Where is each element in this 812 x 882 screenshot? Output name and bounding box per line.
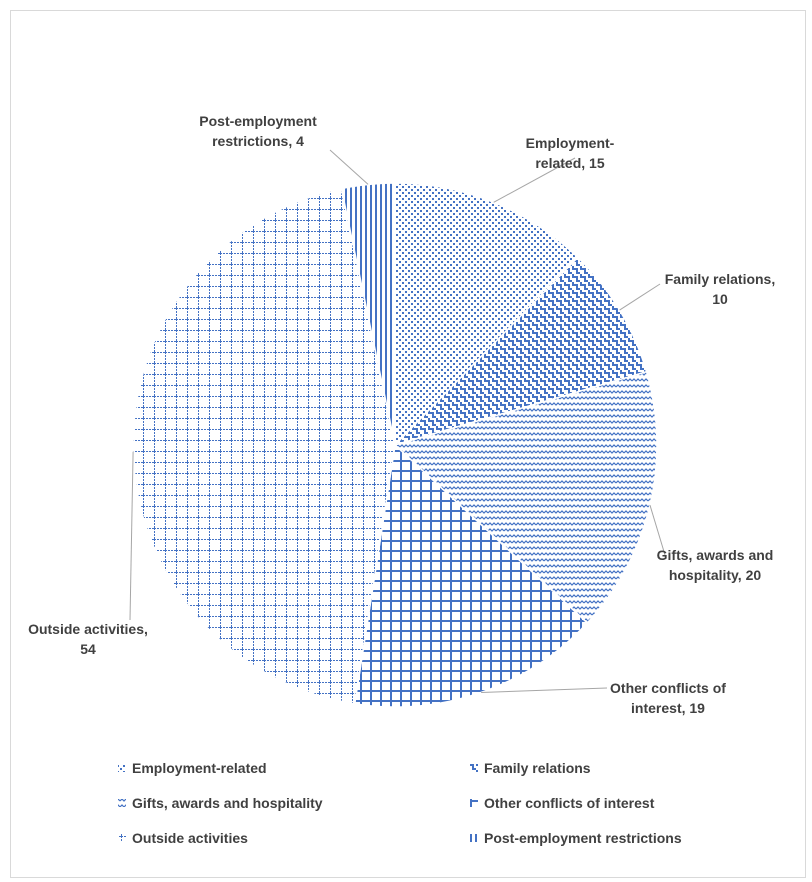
leader-line-family-relations — [619, 283, 661, 311]
chart-frame — [10, 10, 806, 878]
leader-line-post-employment-restrictions — [329, 149, 369, 185]
leader-lines — [129, 149, 666, 693]
pie-slice-other-conflicts-of-interest — [353, 443, 589, 708]
leader-line-employment-related — [493, 157, 576, 203]
data-labels: Employment-related, 15 Family relations, 1… — [28, 113, 775, 716]
legend-label-family-relations: Family relations — [484, 760, 591, 776]
legend-label-post-employment-restrictions: Post-employment restrictions — [484, 830, 682, 846]
legend-swatch-post-employment-restrictions — [470, 834, 478, 842]
legend-swatch-employment-related — [118, 764, 126, 772]
leader-line-outside-activities — [129, 451, 134, 621]
leader-line-other-conflicts-of-interest — [481, 687, 608, 693]
legend-label-employment-related: Employment-related — [132, 760, 267, 776]
pie-slices — [132, 182, 658, 708]
legend: Employment-related Family relations Gifts,… — [118, 760, 682, 846]
data-label-family-relations: Family relations, 10 — [665, 271, 775, 307]
data-label-post-employment-restrictions: Post-employment restrictions, 4 — [199, 113, 317, 149]
data-label-other-conflicts-of-interest: Other conflicts of interest, 19 — [610, 680, 726, 716]
pie-slice-outside-activities — [132, 187, 396, 705]
data-label-gifts-awards-and-hospitality: Gifts, awards and hospitality, 20 — [657, 547, 774, 583]
pie-slice-post-employment-restrictions — [340, 182, 396, 446]
legend-label-outside-activities: Outside activities — [132, 830, 248, 846]
legend-label-gifts-awards-and-hospitality: Gifts, awards and hospitality — [132, 795, 323, 811]
leader-line-gifts-awards-and-hospitality — [649, 505, 666, 556]
legend-swatch-gifts-awards-and-hospitality — [118, 799, 126, 807]
pie-slice-gifts-awards-and-hospitality — [393, 370, 658, 625]
legend-swatch-outside-activities — [118, 834, 126, 842]
legend-swatch-family-relations — [470, 764, 478, 772]
data-label-outside-activities: Outside activities, 54 — [28, 621, 148, 657]
pie-slice-employment-related — [394, 182, 579, 447]
legend-swatch-other-conflicts-of-interest — [470, 799, 478, 807]
data-label-employment-related: Employment-related, 15 — [526, 135, 615, 171]
legend-label-other-conflicts-of-interest: Other conflicts of interest — [484, 795, 655, 811]
pie-slice-family-relations — [392, 256, 648, 447]
